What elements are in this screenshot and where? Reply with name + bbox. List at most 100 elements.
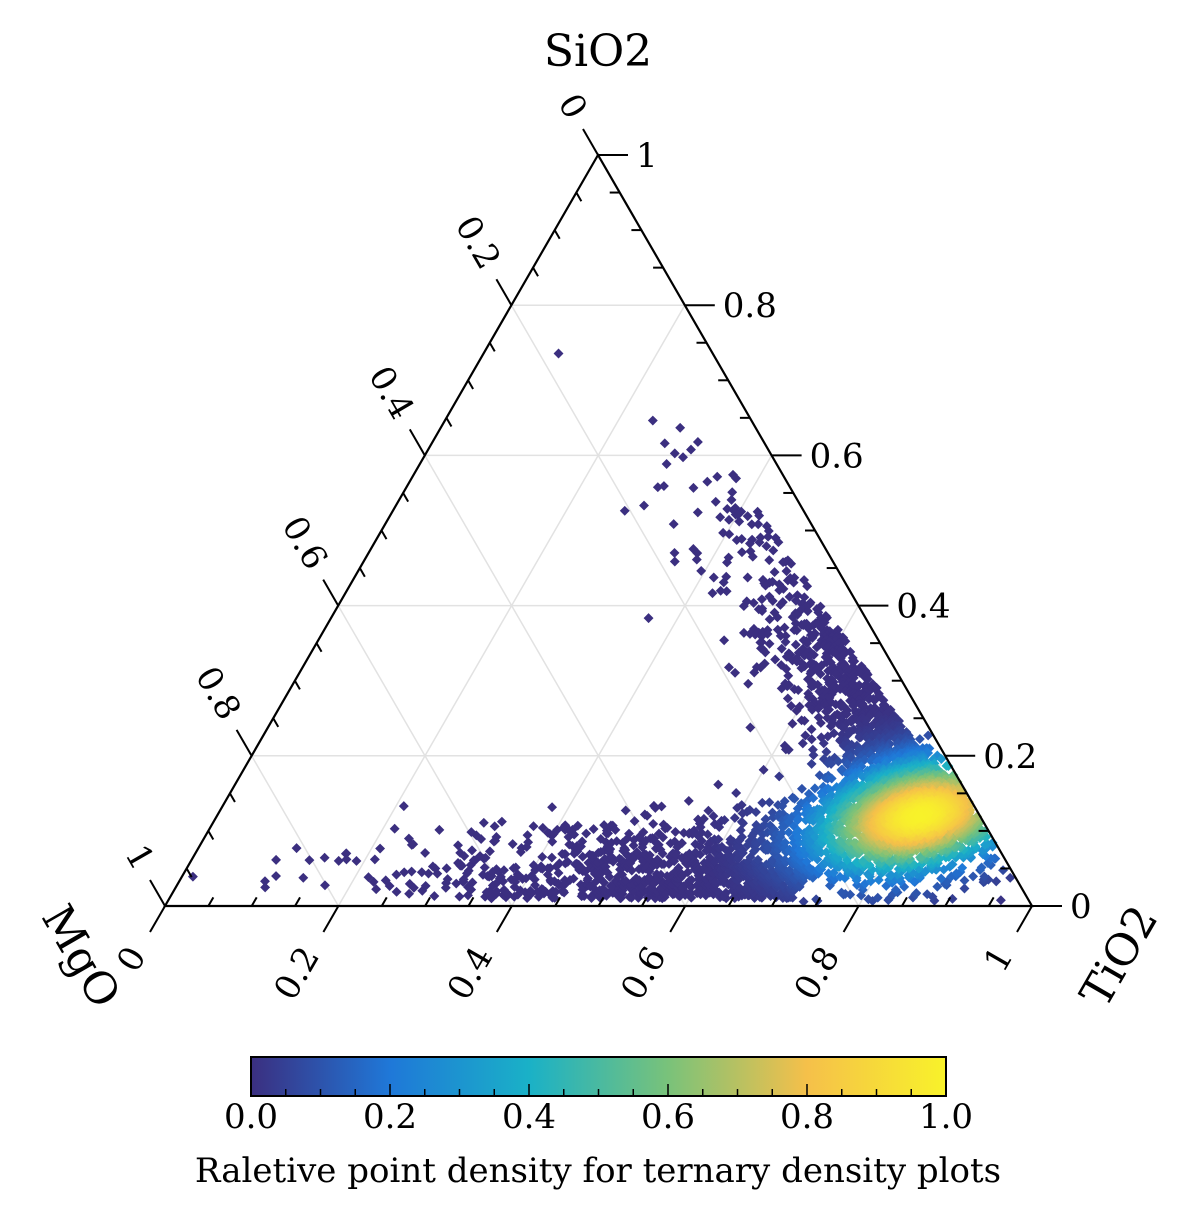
density-point: [352, 856, 362, 866]
density-point: [770, 567, 780, 577]
tick-mgo: [446, 418, 451, 427]
tick-label-mgo: 1: [117, 838, 162, 877]
density-point: [712, 472, 722, 482]
density-point: [991, 876, 1001, 886]
tick-label-sio2: 1: [636, 136, 658, 176]
density-point: [670, 548, 680, 558]
colorbar-tick-label: 0.0: [224, 1097, 278, 1137]
density-point: [260, 882, 270, 892]
tick-mgo: [576, 193, 581, 202]
density-point: [669, 519, 679, 529]
tick-mgo: [208, 831, 213, 840]
density-point: [660, 438, 670, 448]
tick-mgo: [295, 681, 300, 690]
colorbar-tick-label: 0.2: [363, 1097, 417, 1137]
density-point: [670, 557, 680, 567]
top-axis-label: SiO2: [544, 26, 652, 77]
density-point: [420, 848, 430, 858]
tick-mgo: [403, 493, 408, 502]
density-point: [693, 507, 703, 517]
density-point: [375, 844, 385, 854]
density-point: [719, 635, 729, 645]
tick-tio2: [208, 897, 213, 906]
colorbar-tick-label: 0.8: [780, 1097, 834, 1137]
tick-tio2: [150, 906, 165, 932]
tick-mgo: [490, 343, 495, 352]
tick-label-mgo: 0.2: [447, 209, 509, 276]
tick-label-tio2: 0.8: [787, 940, 849, 1007]
colorbar: 0.0 0.2 0.4 0.6 0.8 1.0 Raletive point densit…: [195, 1057, 1001, 1191]
density-point: [960, 876, 970, 886]
tick-mgo: [555, 230, 560, 239]
tick-mgo: [237, 730, 252, 756]
density-point: [774, 771, 784, 781]
tick-label-sio2: 0.6: [810, 436, 864, 476]
tick-mgo: [496, 279, 511, 305]
tick-mgo: [410, 429, 425, 455]
tick-label-sio2: 0: [1070, 887, 1092, 927]
density-point: [693, 437, 703, 447]
density-point: [342, 854, 352, 864]
density-point: [798, 738, 808, 748]
density-point: [648, 819, 658, 829]
density-point: [998, 865, 1008, 875]
density-point: [807, 759, 817, 769]
density-points: [188, 349, 1015, 907]
density-point: [490, 821, 500, 831]
density-point: [759, 765, 769, 775]
density-point: [675, 423, 685, 433]
tick-mgo: [468, 380, 473, 389]
density-point: [320, 853, 330, 863]
density-point: [684, 796, 694, 806]
tick-tio2: [497, 906, 512, 932]
density-point: [713, 780, 723, 790]
density-point: [709, 573, 719, 583]
density-point: [765, 639, 775, 649]
tick-tio2: [323, 906, 338, 932]
tick-label-sio2: 0.4: [896, 587, 950, 627]
density-point: [370, 854, 380, 864]
density-point: [686, 445, 696, 455]
tick-tio2: [425, 897, 430, 906]
colorbar-title: Raletive point density for ternary densi…: [195, 1151, 1001, 1191]
density-point: [662, 459, 672, 469]
tick-tio2: [252, 897, 257, 906]
density-point: [334, 856, 344, 866]
density-point: [639, 501, 649, 511]
tick-mgo: [323, 580, 338, 606]
density-point: [692, 555, 702, 565]
tick-tio2: [989, 897, 994, 906]
density-point: [743, 679, 753, 689]
density-point: [392, 887, 402, 897]
density-point: [271, 855, 281, 865]
tick-tio2: [670, 906, 685, 932]
tick-mgo: [317, 643, 322, 652]
density-point: [670, 448, 680, 458]
density-point: [621, 806, 631, 816]
density-point: [722, 586, 732, 596]
colorbar-tick-label: 0.6: [641, 1097, 695, 1137]
tick-label-mgo: 0: [550, 87, 595, 126]
density-point: [743, 573, 753, 583]
density-point: [696, 566, 706, 576]
density-point: [797, 784, 807, 794]
density-point: [644, 613, 654, 623]
density-point: [455, 892, 465, 902]
density-point: [547, 853, 557, 863]
colorbar-tick-label: 1.0: [919, 1097, 973, 1137]
tick-label-tio2: 1: [976, 940, 1021, 979]
density-point: [689, 483, 699, 493]
density-point: [968, 871, 978, 881]
density-point: [399, 801, 409, 811]
density-point: [547, 837, 557, 847]
density-point: [390, 824, 400, 834]
tick-label-sio2: 0.8: [723, 286, 777, 326]
density-point: [996, 895, 1006, 905]
density-point: [453, 840, 463, 850]
density-point: [708, 588, 718, 598]
density-point: [508, 839, 518, 849]
tick-mgo: [533, 268, 538, 277]
tick-mgo: [230, 793, 235, 802]
tick-tio2: [844, 906, 859, 932]
tick-label-tio2: 0.4: [440, 940, 502, 1007]
